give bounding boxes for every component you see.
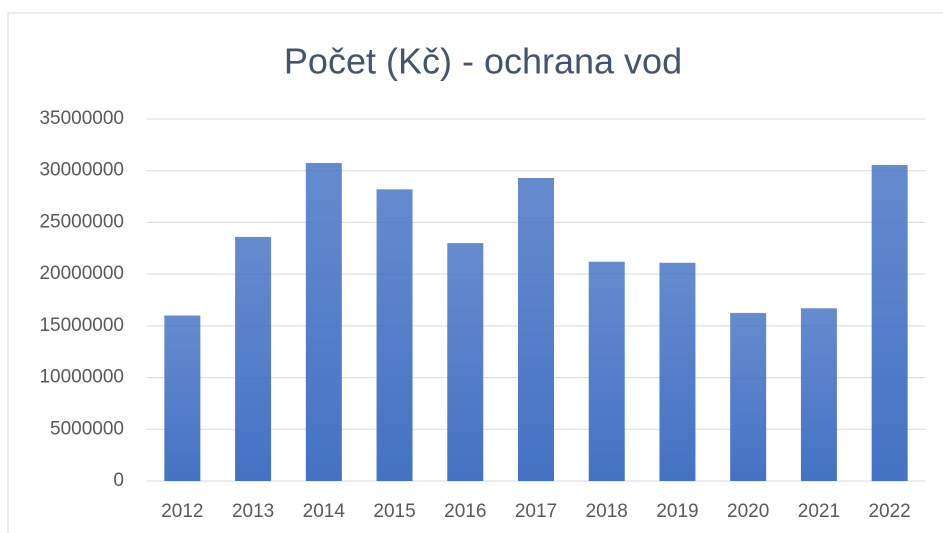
y-tick-label: 5000000	[50, 418, 124, 439]
y-tick-label: 0	[113, 470, 124, 491]
y-tick-label: 30000000	[39, 160, 124, 181]
bar	[800, 308, 837, 481]
x-tick-label: 2020	[727, 501, 769, 522]
x-tick-label: 2022	[868, 501, 910, 522]
x-tick-label: 2016	[444, 501, 486, 522]
x-tick-label: 2013	[232, 501, 274, 522]
chart-title: Počet (Kč) - ochrana vod	[284, 41, 682, 82]
x-tick-label: 2015	[373, 501, 415, 522]
y-tick-label: 15000000	[39, 315, 124, 336]
y-tick-label: 20000000	[39, 263, 124, 284]
bar	[235, 236, 272, 481]
bar	[164, 315, 201, 481]
chart-frame	[7, 12, 943, 533]
y-tick-label: 10000000	[39, 367, 124, 388]
bar	[447, 243, 484, 481]
x-tick-label: 2019	[656, 501, 698, 522]
x-tick-label: 2012	[161, 501, 203, 522]
bar	[305, 162, 342, 481]
x-tick-label: 2017	[515, 501, 557, 522]
y-tick-label: 35000000	[39, 108, 124, 129]
x-tick-label: 2014	[303, 501, 346, 522]
bar	[871, 165, 908, 482]
bar	[588, 261, 625, 481]
bar	[730, 312, 767, 481]
bar	[518, 177, 554, 481]
x-tick-label: 2021	[798, 501, 840, 522]
y-tick-label: 25000000	[39, 211, 124, 232]
x-tick-label: 2018	[586, 501, 628, 522]
bar	[376, 189, 413, 481]
bar	[659, 262, 696, 481]
